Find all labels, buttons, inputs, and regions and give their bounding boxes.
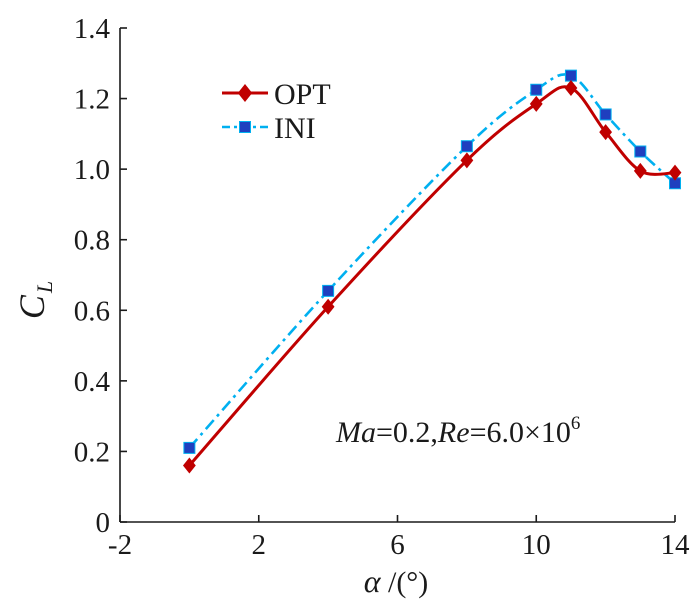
data-point-opt xyxy=(321,298,335,315)
data-point-ini xyxy=(599,108,612,121)
x-axis-label-unit: /(°) xyxy=(380,566,428,599)
legend-marker-ini xyxy=(239,121,251,133)
y-axis-label-main: C xyxy=(12,294,52,319)
data-point-opt xyxy=(460,152,474,169)
x-tick-label: 6 xyxy=(390,529,405,561)
data-point-ini xyxy=(460,140,473,153)
data-point-ini xyxy=(322,284,335,297)
data-point-ini xyxy=(183,441,196,454)
x-tick-label: -2 xyxy=(108,529,132,561)
y-tick-label: 0.8 xyxy=(74,225,110,257)
x-axis-label: α /(°) xyxy=(364,563,429,599)
data-point-opt xyxy=(182,457,196,474)
y-tick-label: 1.2 xyxy=(74,84,110,116)
y-tick-label: 0 xyxy=(96,507,111,539)
data-point-opt xyxy=(529,95,543,112)
data-point-opt xyxy=(599,124,613,141)
series-layer xyxy=(182,69,682,474)
annotation-re-exponent: 6 xyxy=(571,413,581,434)
data-point-opt xyxy=(564,79,578,96)
data-point-opt xyxy=(633,162,647,179)
series-ini xyxy=(183,69,681,454)
legend-item-opt: OPT xyxy=(222,78,331,111)
x-tick-label: 2 xyxy=(252,529,267,561)
series-line-opt xyxy=(188,85,676,467)
annotation-ma-label: Ma xyxy=(335,416,376,449)
series-opt xyxy=(182,79,682,474)
x-tick-label: 14 xyxy=(661,529,691,561)
y-tick-label: 1.0 xyxy=(74,154,110,186)
series-line-ini xyxy=(188,73,676,449)
legend-label-ini: INI xyxy=(274,112,316,145)
annotation-re-label: Re xyxy=(437,416,470,449)
y-tick-label: 0.6 xyxy=(74,295,110,327)
tick-layer: 0 0.2 0.4 0.6 0.8 1.0 1.2 1.4 -2 2 6 10 14 xyxy=(74,13,690,561)
x-axis-label-symbol: α xyxy=(364,563,382,599)
y-tick-label: 0.2 xyxy=(74,436,110,468)
legend-label-opt: OPT xyxy=(274,78,331,111)
y-axis-label-subscript: L xyxy=(32,281,57,294)
data-point-ini xyxy=(530,83,543,96)
y-tick-label: 1.4 xyxy=(74,13,111,45)
x-tick-label: 10 xyxy=(522,529,551,561)
legend-marker-opt xyxy=(237,84,253,102)
annotation-ma-value: =0.2, xyxy=(376,416,438,449)
y-tick-label: 0.4 xyxy=(74,366,111,398)
data-point-ini xyxy=(634,145,647,158)
annotation-re-value: =6.0×10 xyxy=(470,416,571,449)
legend-item-ini: INI xyxy=(222,112,316,145)
data-point-ini xyxy=(564,69,577,82)
y-axis-label: CL xyxy=(12,281,57,319)
data-point-opt xyxy=(668,164,682,181)
flow-conditions-annotation: Ma=0.2,Re=6.0×106 xyxy=(335,413,580,449)
